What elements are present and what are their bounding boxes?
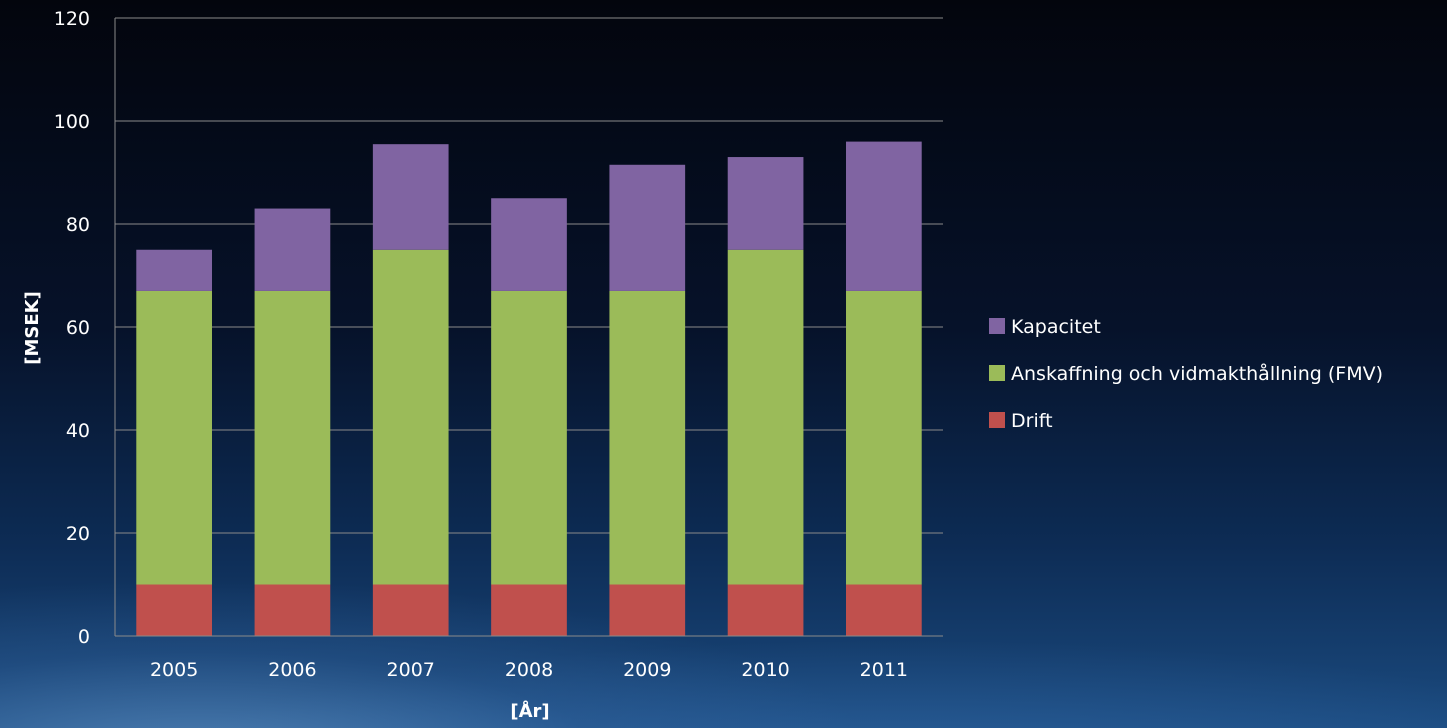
bar-2007-anskaffning-och-vidmakth-llning-fmv: [372, 249, 449, 585]
bar-2008-anskaffning-och-vidmakth-llning-fmv: [491, 290, 567, 585]
y-tick-label-120: 120: [54, 8, 90, 30]
x-axis-title: [År]: [510, 699, 549, 722]
bar-2006-drift: [254, 584, 331, 636]
bar-2005-drift: [136, 584, 212, 636]
legend-swatch-kapacitet: [989, 318, 1005, 334]
x-tick-label-2006: 2006: [268, 659, 316, 681]
bar-2009-anskaffning-och-vidmakth-llning-fmv: [609, 290, 686, 585]
y-tick-label-20: 20: [66, 523, 90, 545]
y-tick-label-40: 40: [66, 420, 90, 442]
bar-2007-drift: [372, 584, 449, 636]
bar-2006-anskaffning-och-vidmakth-llning-fmv: [254, 290, 331, 585]
x-tick-label-2005: 2005: [150, 659, 198, 681]
bar-2010-drift: [727, 584, 804, 636]
bar-2006-kapacitet: [254, 208, 331, 291]
bar-2009-drift: [609, 584, 686, 636]
bar-2011-drift: [846, 584, 922, 636]
bar-2010-kapacitet: [727, 157, 804, 250]
bar-2010-anskaffning-och-vidmakth-llning-fmv: [727, 249, 804, 585]
legend-label-kapacitet: Kapacitet: [1011, 316, 1101, 338]
y-tick-label-80: 80: [66, 214, 90, 236]
legend-swatch-drift: [989, 412, 1005, 428]
x-tick-labels: 2005 2006 2007 2008 2009 2010 2011: [150, 659, 908, 681]
bar-2007-kapacitet: [372, 144, 449, 250]
legend-label-drift: Drift: [1011, 410, 1053, 432]
bar-2011-anskaffning-och-vidmakth-llning-fmv: [846, 290, 922, 585]
y-tick-labels: 0 20 40 60 80 100 120: [54, 8, 90, 648]
bar-2009-kapacitet: [609, 164, 686, 291]
x-tick-label-2010: 2010: [741, 659, 789, 681]
x-tick-label-2007: 2007: [387, 659, 435, 681]
bar-2008-kapacitet: [491, 198, 567, 291]
x-tick-label-2008: 2008: [505, 659, 553, 681]
bar-series: [136, 141, 922, 636]
axes: [114, 18, 943, 637]
bar-2005-anskaffning-och-vidmakth-llning-fmv: [136, 290, 212, 585]
y-tick-label-100: 100: [54, 111, 90, 133]
y-axis-title: [MSEK]: [22, 291, 43, 365]
bar-2011-kapacitet: [846, 141, 922, 291]
y-tick-label-60: 60: [66, 317, 90, 339]
bar-2005-kapacitet: [136, 249, 212, 291]
legend: Kapacitet Anskaffning och vidmakthållning…: [989, 316, 1383, 432]
x-tick-label-2009: 2009: [623, 659, 671, 681]
x-tick-label-2011: 2011: [860, 659, 908, 681]
bar-2008-drift: [491, 584, 567, 636]
legend-label-anskaffning-och-vidmakth-llning-fmv: Anskaffning och vidmakthållning (FMV): [1011, 362, 1383, 385]
y-tick-label-0: 0: [78, 626, 90, 648]
legend-swatch-anskaffning-och-vidmakth-llning-fmv: [989, 365, 1005, 381]
